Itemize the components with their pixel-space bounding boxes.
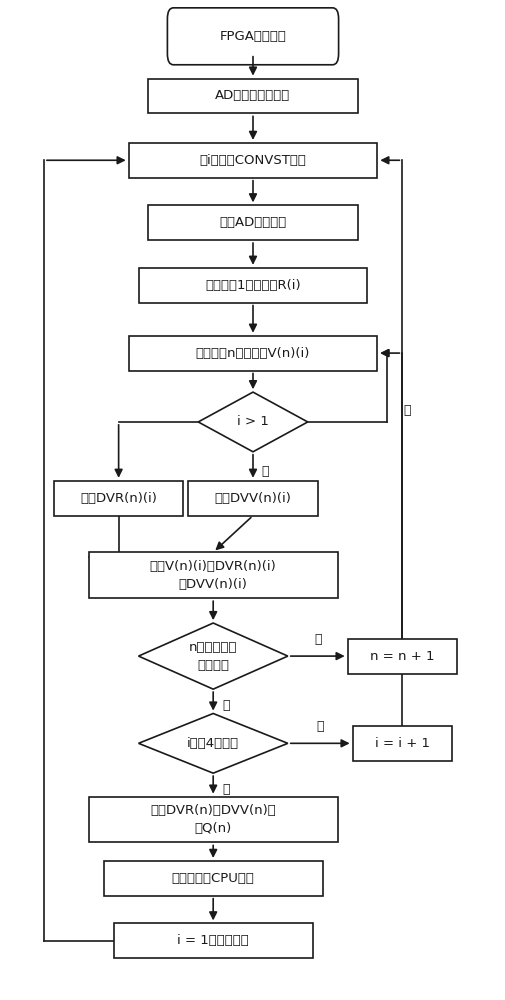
Bar (352, 726, 451, 761)
Text: n为最后一个
有效通道: n为最后一个 有效通道 (188, 641, 237, 672)
Text: 计算DVR(n)(i): 计算DVR(n)(i) (80, 492, 157, 505)
FancyBboxPatch shape (167, 8, 338, 65)
Bar (114, 923, 312, 958)
Text: FPGA加载完成: FPGA加载完成 (219, 30, 286, 43)
Polygon shape (138, 623, 287, 689)
Bar (128, 336, 377, 371)
Text: n = n + 1: n = n + 1 (369, 650, 434, 663)
Bar (138, 268, 367, 303)
Bar (347, 639, 456, 674)
Text: 否: 否 (402, 404, 410, 417)
Text: 是: 是 (261, 465, 269, 478)
Text: 是: 是 (221, 699, 229, 712)
Bar (88, 797, 337, 842)
Text: i = i + 1: i = i + 1 (374, 737, 429, 750)
Bar (104, 861, 322, 896)
Polygon shape (198, 392, 307, 452)
Text: i为第4次采样: i为第4次采样 (187, 737, 239, 750)
Text: i = 1，清缓存区: i = 1，清缓存区 (177, 934, 248, 947)
Text: 读取通道n采样数据V(n)(i): 读取通道n采样数据V(n)(i) (195, 347, 310, 360)
Text: AD采样功能初始化: AD采样功能初始化 (215, 89, 290, 102)
Bar (88, 552, 337, 598)
Text: 读取通道1采样数据R(i): 读取通道1采样数据R(i) (205, 279, 300, 292)
Bar (148, 205, 357, 240)
Text: 第i次生成CONVST信号: 第i次生成CONVST信号 (199, 154, 306, 167)
Text: 是: 是 (221, 783, 229, 796)
Text: 等待AD转换完成: 等待AD转换完成 (219, 216, 286, 229)
Bar (128, 143, 377, 178)
Text: 否: 否 (313, 633, 321, 646)
Polygon shape (138, 713, 287, 773)
Bar (188, 481, 317, 516)
Text: 组帧并触发CPU中断: 组帧并触发CPU中断 (171, 872, 254, 885)
Text: i > 1: i > 1 (237, 415, 268, 428)
Bar (148, 79, 357, 113)
Text: 计算DVV(n)(i): 计算DVV(n)(i) (214, 492, 291, 505)
Text: 缓存V(n)(i)，DVR(n)(i)
及DVV(n)(i): 缓存V(n)(i)，DVR(n)(i) 及DVV(n)(i) (149, 560, 276, 591)
Text: 判断DVR(n)及DVV(n)生
成Q(n): 判断DVR(n)及DVV(n)生 成Q(n) (150, 804, 276, 835)
Text: 否: 否 (316, 720, 323, 733)
Bar (54, 481, 183, 516)
